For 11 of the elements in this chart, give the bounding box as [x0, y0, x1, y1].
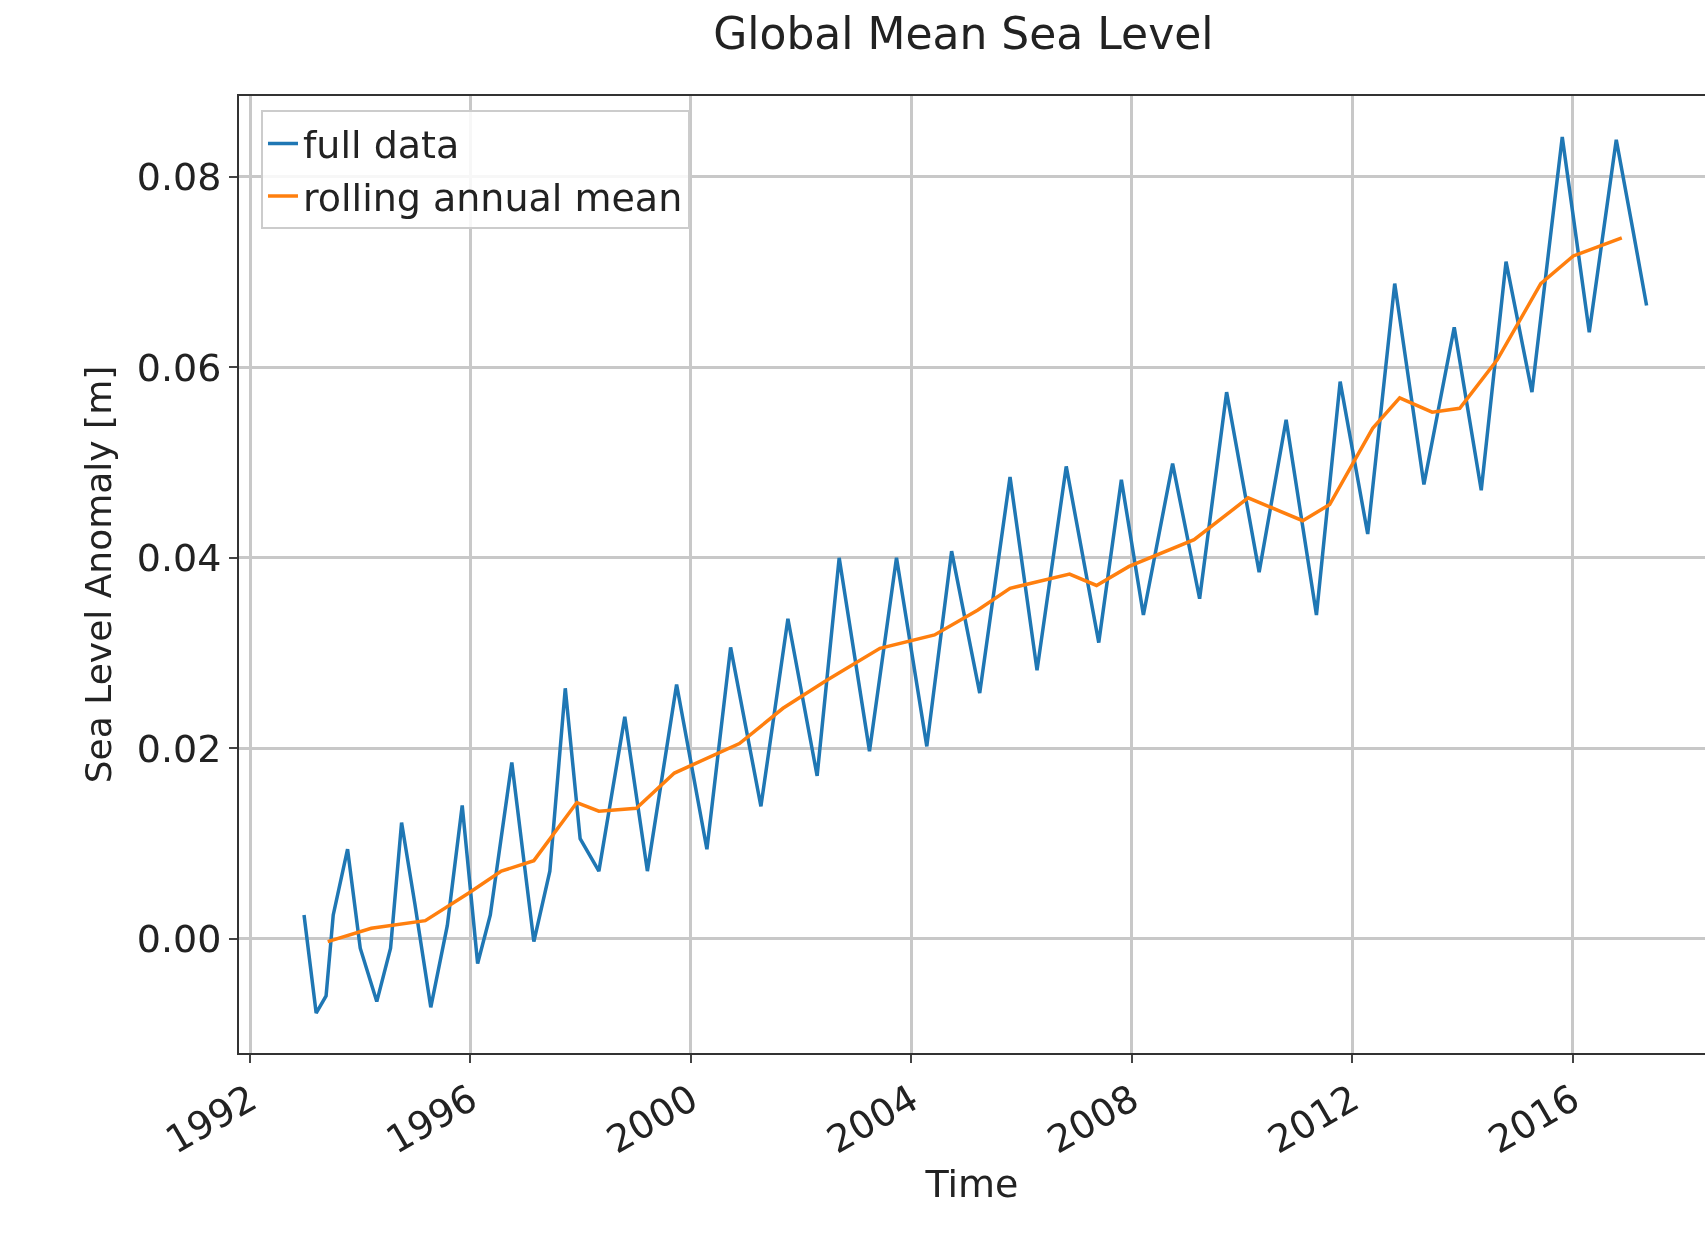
y-tick-label: 0.06 — [136, 345, 222, 390]
legend-label: full data — [302, 123, 460, 168]
legend-label: rolling annual mean — [302, 175, 683, 220]
x-axis-title: Time — [924, 1162, 1019, 1207]
line-series — [325, 236, 1624, 944]
y-tick-label: 0.02 — [136, 726, 222, 771]
y-tick-label: 0.00 — [136, 917, 222, 962]
y-axis-title: Sea Level Anomaly [m] — [78, 365, 120, 784]
chart-title: Global Mean Sea Level — [713, 8, 1214, 60]
y-tick-label: 0.08 — [136, 155, 222, 200]
y-tick-label: 0.04 — [136, 536, 222, 581]
